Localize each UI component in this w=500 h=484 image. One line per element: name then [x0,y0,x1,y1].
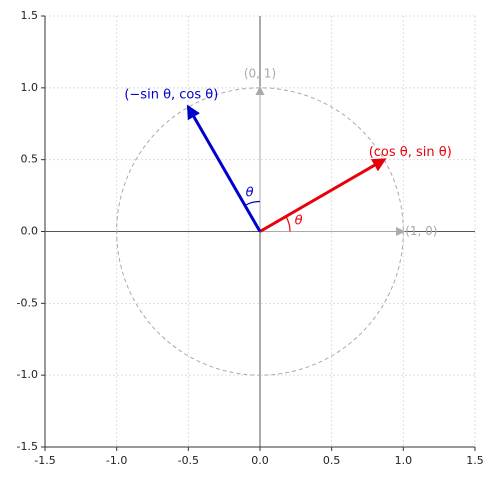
x-tick-label: -1.0 [106,454,127,467]
x-tick-label: -0.5 [178,454,199,467]
vector [259,158,387,233]
x-tick-label: 1.5 [466,454,484,467]
vector [186,104,262,233]
x-tick-label: 0.0 [251,454,269,467]
reference-label: (1, 0) [405,224,437,238]
x-tick-label: 0.5 [323,454,341,467]
y-tick-label: 0.5 [21,153,39,166]
angle-arc [285,216,291,232]
x-tick-label: -1.5 [34,454,55,467]
angle-label: θ [246,185,254,200]
x-tick-label: 1.0 [395,454,413,467]
y-tick-label: 1.5 [21,9,39,22]
angle-label: θ [295,214,303,229]
y-tick-label: 1.0 [21,81,39,94]
vector-label: (−sin θ, cos θ) [124,87,218,102]
y-tick-label: 0.0 [21,225,39,238]
y-tick-label: -1.5 [17,440,38,453]
angle-arc [244,200,261,207]
y-tick-label: -0.5 [17,296,38,309]
reference-label: (0, 1) [244,66,276,80]
vector-label: (cos θ, sin θ) [369,145,452,160]
y-tick-label: -1.0 [17,368,38,381]
